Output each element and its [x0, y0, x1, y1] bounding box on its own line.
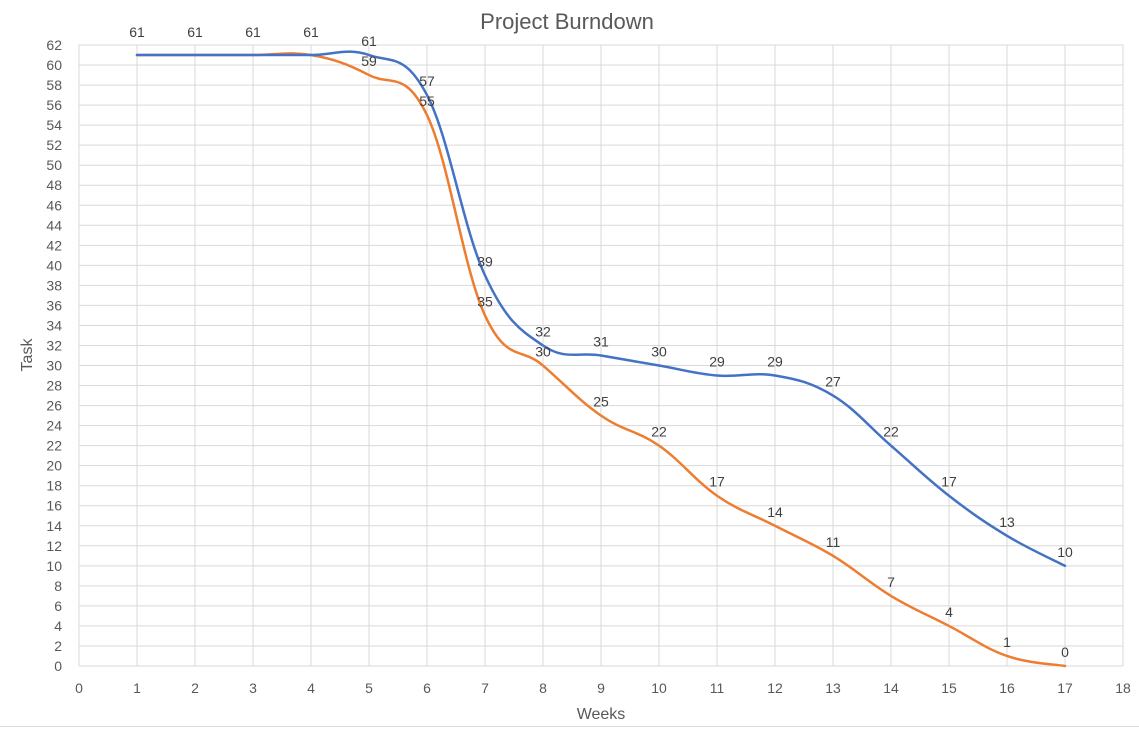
x-tick-label: 12: [767, 680, 783, 696]
y-tick-label: 60: [46, 57, 62, 73]
series-1-line: [135, 50, 1067, 568]
data-label: 14: [767, 504, 783, 520]
y-tick-label: 38: [46, 277, 62, 293]
y-tick-label: 24: [46, 418, 62, 434]
x-axis-ticks: 0 1 2 3 4 5 6 7 8 9 10 11 12 13 14 15 16 17 18: [75, 680, 1131, 696]
x-tick-label: 2: [191, 680, 199, 696]
data-label: 61: [361, 33, 377, 49]
data-label: 61: [129, 24, 145, 40]
x-tick-label: 14: [883, 680, 899, 696]
data-label: 57: [419, 73, 435, 89]
x-tick-label: 3: [249, 680, 257, 696]
data-label: 32: [535, 323, 551, 339]
y-tick-label: 46: [46, 197, 62, 213]
gridlines: [78, 44, 1124, 667]
y-tick-label: 2: [54, 638, 62, 654]
y-tick-label: 42: [46, 237, 62, 253]
x-tick-label: 5: [365, 680, 373, 696]
data-label: 25: [593, 394, 609, 410]
y-tick-label: 34: [46, 317, 62, 333]
data-label: 59: [361, 53, 377, 69]
data-label: 61: [187, 24, 203, 40]
y-tick-label: 4: [54, 618, 62, 634]
series-lines: [135, 50, 1067, 668]
y-tick-label: 8: [54, 578, 62, 594]
x-axis-title: Weeks: [577, 706, 626, 723]
data-labels: 61 61 61 6161595755393532303125302229172914…: [129, 24, 1073, 660]
y-tick-label: 32: [46, 337, 62, 353]
x-tick-label: 1: [133, 680, 141, 696]
x-tick-label: 0: [75, 680, 83, 696]
y-tick-label: 58: [46, 77, 62, 93]
y-tick-label: 50: [46, 157, 62, 173]
y-tick-label: 26: [46, 398, 62, 414]
data-label: 30: [535, 344, 551, 360]
y-axis-ticks: 0246810121416182022242628303234363840424…: [46, 37, 62, 674]
x-tick-label: 6: [423, 680, 431, 696]
y-tick-label: 16: [46, 498, 62, 514]
y-tick-label: 40: [46, 257, 62, 273]
data-label: 0: [1061, 644, 1069, 660]
x-tick-label: 16: [999, 680, 1015, 696]
data-label: 27: [825, 374, 841, 390]
y-tick-label: 6: [54, 598, 62, 614]
y-tick-label: 48: [46, 177, 62, 193]
y-tick-label: 62: [46, 37, 62, 53]
y-tick-label: 56: [46, 97, 62, 113]
x-tick-label: 9: [597, 680, 605, 696]
y-tick-label: 36: [46, 297, 62, 313]
data-label: 17: [709, 474, 725, 490]
y-tick-label: 0: [54, 658, 62, 674]
data-label: 13: [999, 514, 1015, 530]
y-tick-label: 28: [46, 378, 62, 394]
data-label: 22: [651, 424, 667, 440]
data-label: 11: [826, 534, 841, 550]
y-tick-label: 44: [46, 217, 62, 233]
data-label: 22: [883, 424, 899, 440]
data-label: 55: [419, 93, 435, 109]
x-tick-label: 18: [1115, 680, 1131, 696]
y-axis-title: Task: [19, 338, 36, 372]
y-tick-label: 54: [46, 117, 62, 133]
x-tick-label: 7: [481, 680, 489, 696]
x-tick-label: 15: [941, 680, 957, 696]
bottom-border: [0, 726, 1139, 727]
y-tick-label: 22: [46, 438, 62, 454]
data-label: 7: [887, 574, 895, 590]
data-label: 39: [477, 253, 493, 269]
data-label: 30: [651, 344, 667, 360]
data-label: 61: [303, 24, 319, 40]
data-label: 35: [477, 293, 493, 309]
y-tick-label: 30: [46, 358, 62, 374]
data-label: 1: [1003, 634, 1011, 650]
x-tick-label: 11: [710, 680, 725, 696]
data-label: 10: [1057, 544, 1073, 560]
data-label: 4: [945, 604, 953, 620]
x-tick-label: 10: [651, 680, 667, 696]
x-tick-label: 4: [307, 680, 315, 696]
data-label: 31: [593, 334, 609, 350]
y-tick-label: 18: [46, 478, 62, 494]
data-label: 29: [709, 354, 725, 370]
y-tick-label: 10: [46, 558, 62, 574]
y-tick-label: 12: [46, 538, 62, 554]
chart-title: Project Burndown: [480, 9, 654, 34]
data-label: 29: [767, 354, 783, 370]
data-label: 61: [245, 24, 261, 40]
y-tick-label: 14: [46, 518, 62, 534]
y-tick-label: 52: [46, 137, 62, 153]
y-tick-label: 20: [46, 458, 62, 474]
x-tick-label: 13: [825, 680, 841, 696]
x-tick-label: 17: [1057, 680, 1073, 696]
x-tick-label: 8: [539, 680, 547, 696]
data-label: 17: [941, 474, 957, 490]
